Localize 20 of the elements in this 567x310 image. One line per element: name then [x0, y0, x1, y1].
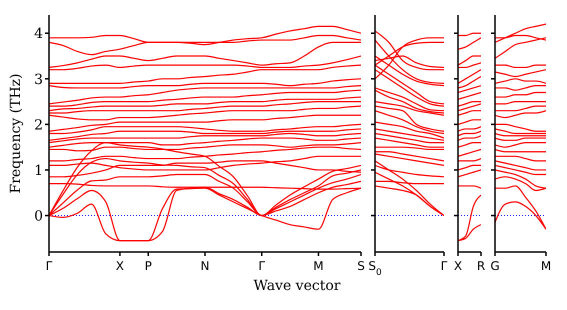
x-tick-label: N — [200, 259, 210, 273]
x-tick-label: S$_{0}$ — [368, 259, 382, 278]
x-tick-label: Γ — [258, 259, 266, 273]
y-axis-title: Frequency (THz) — [8, 73, 24, 194]
x-tick-label: M — [313, 259, 324, 273]
x-tick-label: P — [144, 259, 152, 273]
y-tick-label: 0 — [34, 208, 43, 225]
x-tick-label: X — [116, 259, 124, 273]
x-axis-title: Wave vector — [252, 278, 342, 294]
x-tick-label: S — [357, 259, 365, 273]
x-tick-label: R — [476, 259, 486, 273]
x-tick-label: G — [490, 259, 500, 273]
y-tick-label: 1 — [34, 162, 43, 179]
y-tick-label: 3 — [34, 72, 43, 88]
y-tick-label: 2 — [34, 117, 43, 134]
x-tick-label: Γ — [440, 259, 448, 273]
x-tick-label: M — [540, 259, 552, 273]
x-tick-label: Γ — [46, 259, 53, 273]
x-tick-label: X — [454, 259, 462, 273]
y-tick-label: 4 — [34, 26, 44, 42]
